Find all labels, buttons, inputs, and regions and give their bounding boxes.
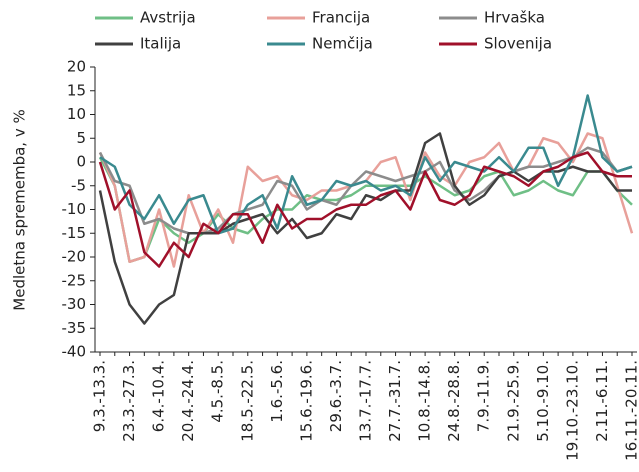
x-tick-label: 13.7.-17.7. xyxy=(357,360,375,442)
y-tick-label: -35 xyxy=(62,319,87,337)
x-tick-label: 5.10.-9.10. xyxy=(534,360,552,442)
x-tick-label: 15.6.-19.6. xyxy=(297,360,315,442)
y-tick-label: -30 xyxy=(62,295,87,313)
y-tick-label: 10 xyxy=(67,105,86,123)
x-tick-label: 20.4.-24.4. xyxy=(179,360,197,442)
x-tick-label: 19.10.-23.10. xyxy=(563,360,581,461)
y-tick-label: -10 xyxy=(62,200,87,218)
y-tick-label: 5 xyxy=(76,129,86,147)
x-tick-label: 18.5.-22.5. xyxy=(238,360,256,442)
x-tick-label: 21.9.-25.9. xyxy=(504,360,522,442)
y-tick-label: 0 xyxy=(76,153,86,171)
y-tick-label: 15 xyxy=(67,81,86,99)
line xyxy=(99,94,633,235)
legend-label: Nemčija xyxy=(312,35,373,53)
legend-label: Hrvaška xyxy=(484,9,545,27)
y-tick-label: -5 xyxy=(71,176,86,194)
y-tick-label: -15 xyxy=(62,224,87,242)
x-tick-label: 7.9.-11.9. xyxy=(475,360,493,432)
x-tick-label: 2.11.-6.11. xyxy=(593,360,611,442)
x-tick-label: 6.4.-10.4. xyxy=(150,360,168,432)
y-tick-label: -25 xyxy=(62,271,87,289)
x-tick-label: 10.8.-14.8. xyxy=(416,360,434,442)
line xyxy=(98,156,633,263)
x-tick-label: 24.8.-28.8. xyxy=(445,360,463,442)
x-tick-label: 16.11.-20.11. xyxy=(623,360,639,461)
y-tick-label: -20 xyxy=(62,248,87,266)
x-tick-label: 29.6.-3.7. xyxy=(327,360,345,432)
line xyxy=(98,146,633,235)
y-axis-label: Medletna sprememba, v % xyxy=(11,109,29,310)
legend-label: Avstrija xyxy=(140,9,196,27)
legend-label: Slovenija xyxy=(484,35,552,53)
x-tick-label: 4.5.-8.5. xyxy=(209,360,227,423)
line xyxy=(98,132,634,268)
line xyxy=(98,151,632,268)
x-tick-label: 23.3.-27.3. xyxy=(120,360,138,442)
y-tick-label: 20 xyxy=(67,58,86,76)
x-tick-label: 27.7.-31.7. xyxy=(386,360,404,442)
legend-label: Francija xyxy=(312,9,370,27)
y-tick-label: -40 xyxy=(62,343,87,361)
legend-label: Italija xyxy=(140,35,181,53)
line xyxy=(98,132,632,325)
x-tick-label: 1.6.-5.6. xyxy=(268,360,286,423)
x-tick-label: 9.3.-13.3. xyxy=(91,360,109,432)
